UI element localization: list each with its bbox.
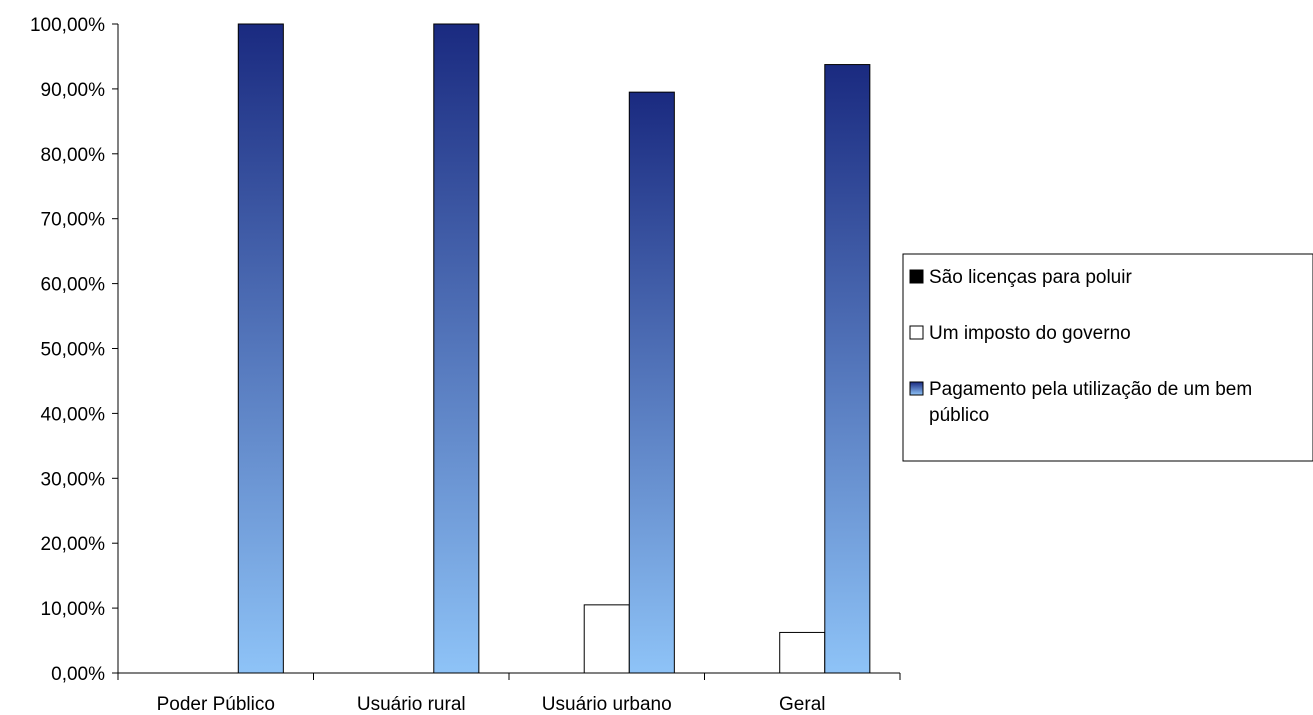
legend-swatch-0 (909, 269, 924, 284)
bar-pagamento-2 (628, 91, 675, 674)
legend-swatch-2 (909, 381, 924, 396)
legend-label-2-line1: Pagamento pela utilização de um bem (929, 379, 1252, 400)
y-tick-label: 0,00% (51, 664, 105, 685)
y-tick-label: 10,00% (41, 599, 106, 620)
x-tick-label: Geral (779, 694, 825, 715)
y-tick-label: 90,00% (41, 80, 106, 101)
y-tick-label: 100,00% (30, 15, 105, 36)
bar-imposto-3 (779, 631, 826, 674)
y-tick-label: 80,00% (41, 145, 106, 166)
x-tick-label: Usuário rural (357, 694, 466, 715)
bar-imposto-2 (583, 604, 630, 674)
y-tick-label: 40,00% (41, 404, 106, 425)
bars (237, 23, 871, 674)
y-tick-label: 70,00% (41, 210, 106, 231)
axes: 0,00% 10,00% 20,00% 30,00% 40,00% 50,00% 60,00… (30, 15, 901, 715)
legend-label-2-line2: público (929, 405, 989, 426)
legend-box (902, 253, 1313, 462)
y-tick-label: 60,00% (41, 275, 106, 296)
x-tick-label: Usuário urbano (542, 694, 672, 715)
legend-swatch-1 (909, 325, 924, 340)
bar-pagamento-0 (237, 23, 284, 674)
legend-label-0: São licenças para poluir (929, 267, 1132, 288)
legend: São licenças para poluir Um imposto do g… (902, 253, 1313, 462)
y-tick-label: 20,00% (41, 534, 106, 555)
legend-label-2: Pagamento pela utilização de um bem públ… (929, 379, 1257, 426)
x-tick-label: Poder Público (157, 694, 275, 715)
y-tick-label: 50,00% (41, 340, 106, 361)
bar-pagamento-1 (433, 23, 480, 674)
y-tick-label: 30,00% (41, 469, 106, 490)
legend-label-1: Um imposto do governo (929, 323, 1131, 344)
bar-pagamento-3 (824, 64, 871, 674)
